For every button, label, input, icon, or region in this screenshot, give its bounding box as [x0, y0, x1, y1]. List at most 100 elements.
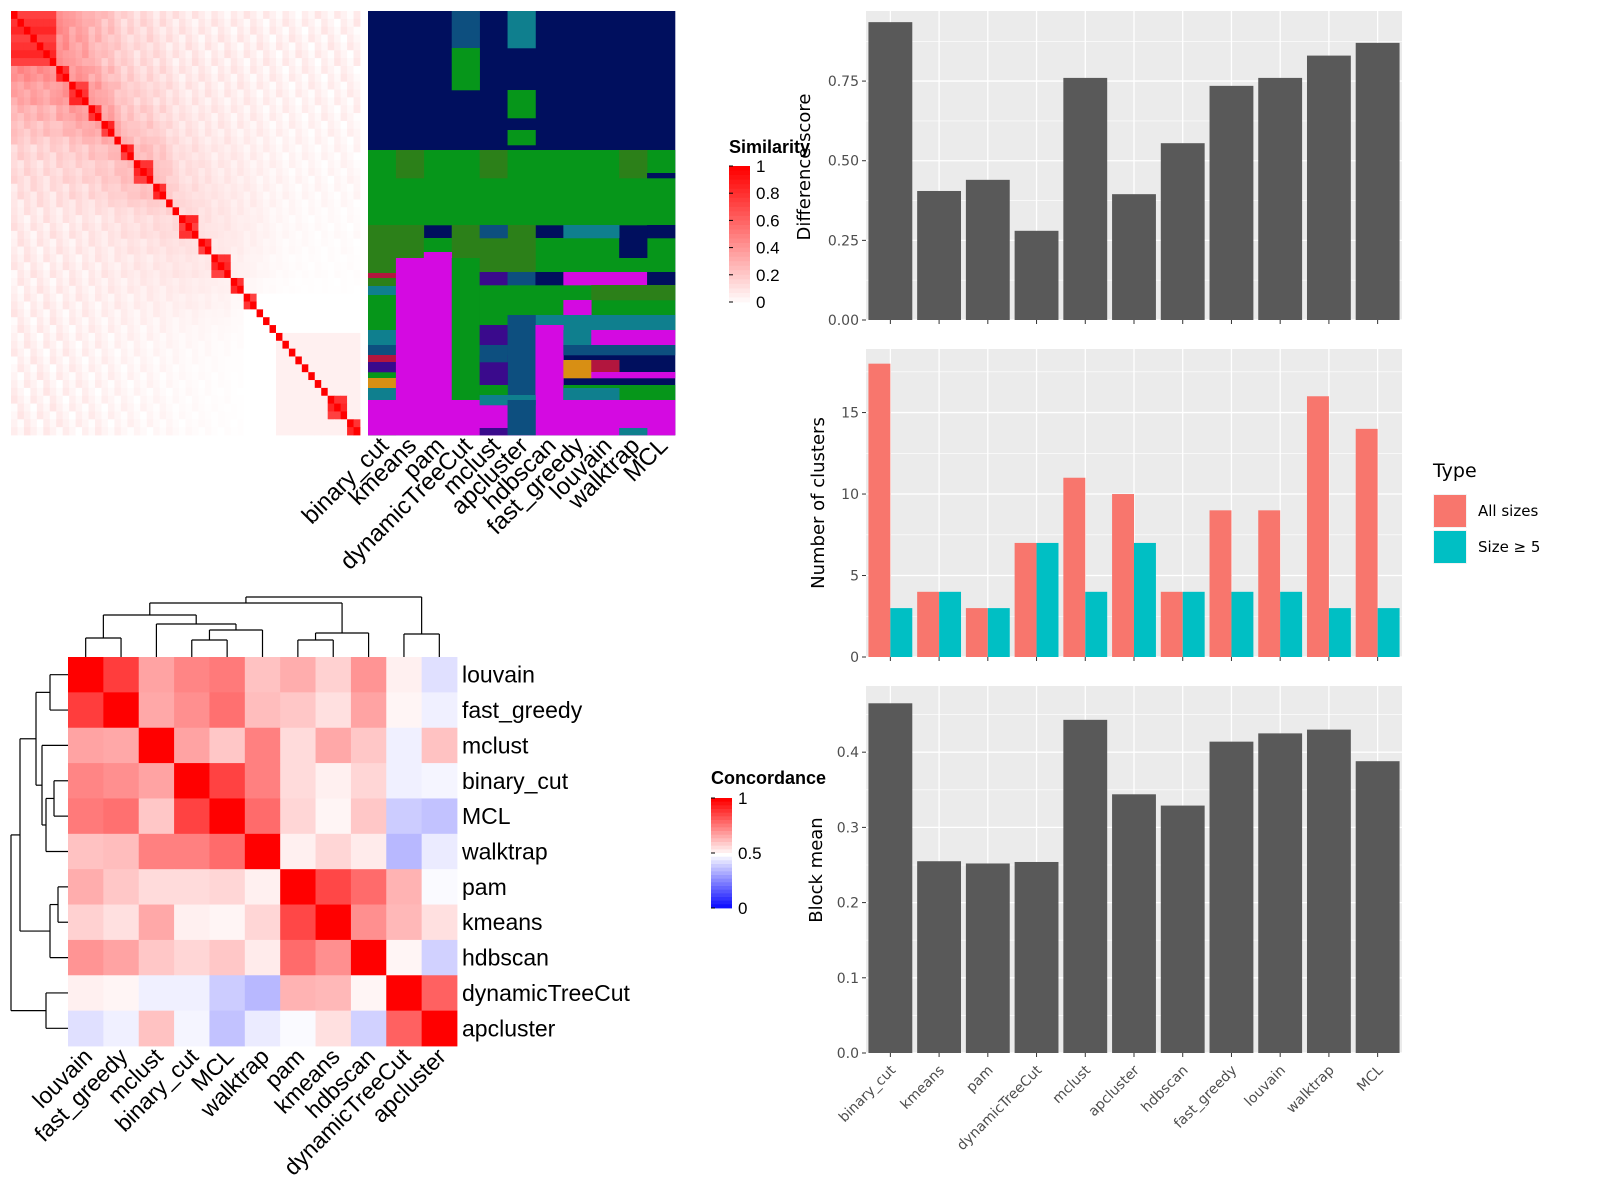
similarity-cell [211, 364, 219, 373]
similarity-cell [353, 246, 361, 255]
similarity-cell [230, 246, 238, 255]
similarity-cell [327, 160, 335, 169]
similarity-cell [23, 285, 31, 295]
similarity-cell [230, 301, 238, 310]
similarity-cell [250, 238, 257, 247]
similarity-cell [185, 81, 193, 90]
similarity-cell [49, 332, 57, 342]
similarity-cell [69, 238, 77, 247]
similarity-cell [140, 65, 148, 75]
similarity-cell [314, 168, 322, 177]
similarity-cell [153, 340, 161, 350]
similarity-cell [75, 207, 83, 216]
similarity-cell [179, 270, 186, 279]
similarity-cell [49, 168, 57, 177]
similarity-cell [347, 223, 354, 232]
similarity-cell [166, 325, 173, 334]
similarity-cell [263, 42, 270, 51]
similarity-cell [295, 191, 303, 200]
similarity-cell [43, 348, 51, 357]
similarity-cell [133, 105, 141, 114]
similarity-cell [127, 325, 135, 334]
concordance-cell [68, 1010, 104, 1047]
similarity-cell [295, 42, 303, 51]
similarity-cell [49, 144, 57, 153]
similarity-cell [269, 160, 277, 169]
similarity-cell [75, 395, 83, 404]
similarity-cell [172, 427, 180, 436]
similarity-cell [250, 65, 257, 75]
similarity-cell [36, 152, 44, 161]
similarity-cell [237, 246, 245, 255]
similarity-cell [243, 58, 251, 67]
similarity-cell [308, 262, 316, 271]
similarity-cell [321, 325, 329, 334]
similarity-cell [62, 89, 70, 98]
similarity-cell [256, 26, 264, 35]
similarity-cell [204, 293, 212, 302]
concordance-legend-swatch [711, 860, 732, 865]
similarity-cell [314, 262, 322, 271]
similarity-cell [43, 81, 51, 90]
similarity-cell [43, 215, 51, 224]
similarity-cell [275, 395, 283, 404]
similarity-cell [288, 136, 296, 145]
similarity-cell [288, 230, 296, 240]
similarity-cell [107, 128, 115, 138]
concordance-legend-swatch [711, 823, 732, 828]
similarity-cell [353, 419, 361, 428]
similarity-cell [217, 427, 225, 436]
similarity-cell [56, 175, 64, 185]
similarity-cell [140, 89, 148, 98]
concordance-cell [244, 904, 281, 941]
concordance-cell [174, 727, 210, 764]
similarity-cell [49, 270, 57, 279]
similarity-cell [250, 348, 257, 357]
similarity-cell [62, 230, 70, 240]
similarity-cell [321, 160, 329, 169]
similarity-cell [256, 348, 264, 357]
similarity-cell [82, 332, 89, 342]
similarity-cell [256, 254, 264, 263]
similarity-cell [30, 81, 38, 90]
similarity-cell [120, 419, 128, 428]
similarity-cell [120, 246, 128, 255]
similarity-cell [327, 183, 335, 192]
similarity-cell [340, 89, 348, 98]
similarity-cell [166, 207, 173, 216]
similarity-cell [243, 262, 251, 271]
similarity-cell [146, 246, 154, 255]
similarity-cell [107, 285, 115, 295]
assignment-cell [423, 252, 453, 401]
similarity-cell [347, 207, 354, 216]
similarity-cell [11, 58, 18, 67]
similarity-cell [314, 332, 322, 342]
similarity-cell [340, 340, 348, 350]
similarity-cell [301, 223, 309, 232]
similarity-cell [191, 285, 199, 295]
similarity-cell [146, 136, 154, 145]
similarity-cell [23, 309, 31, 318]
similarity-cell [308, 427, 316, 436]
similarity-cell [43, 262, 51, 271]
concordance-cell [103, 657, 140, 693]
similarity-cell [88, 215, 96, 224]
similarity-cell [217, 285, 225, 295]
similarity-legend-swatch [729, 188, 750, 194]
similarity-cell [282, 403, 290, 412]
similarity-cell [256, 301, 264, 310]
similarity-cell [172, 364, 180, 373]
similarity-cell [146, 238, 154, 247]
similarity-cell [69, 191, 77, 200]
similarity-cell [275, 97, 283, 106]
similarity-cell [250, 411, 257, 420]
similarity-cell [56, 199, 64, 208]
similarity-cell [172, 387, 180, 397]
similarity-cell [62, 340, 70, 350]
similarity-cell [237, 293, 245, 302]
type-legend-key-size-5 [1434, 531, 1466, 563]
similarity-cell [172, 325, 180, 334]
similarity-cell [217, 270, 225, 279]
similarity-cell [237, 419, 245, 428]
similarity-cell [127, 97, 135, 106]
